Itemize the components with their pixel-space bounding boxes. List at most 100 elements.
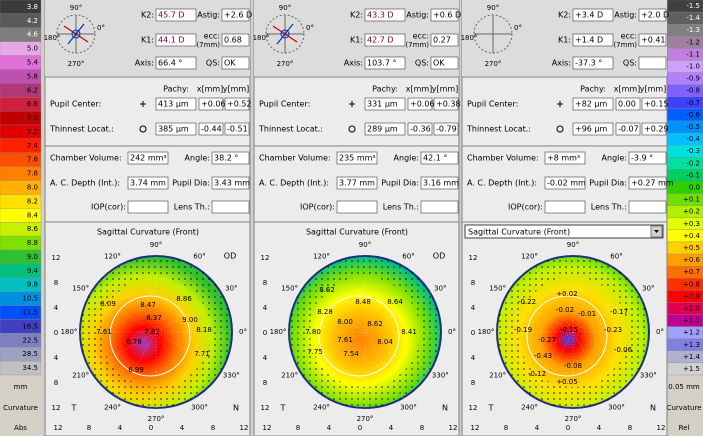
map-angle: 210°: [489, 372, 506, 380]
field: [430, 56, 459, 70]
scale-label: -0.8: [686, 87, 700, 95]
map-meridian: [299, 293, 431, 371]
field-label: Thinnest Locat.:: [258, 125, 323, 134]
field: [336, 151, 378, 165]
map-angle: 180°: [270, 328, 287, 336]
scale-label: +1.4: [683, 353, 701, 361]
map-axis-x: 0: [149, 424, 153, 432]
field: [628, 176, 667, 190]
map-axis-x: 12: [449, 424, 458, 432]
field: [572, 56, 614, 70]
map-axis-y: 12: [469, 404, 478, 412]
map-axis-x: 12: [263, 424, 272, 432]
field-value: +0.38: [436, 100, 461, 109]
pupil-ring: [526, 295, 608, 377]
field: [221, 8, 250, 22]
field-value: 3.16 mm: [423, 179, 459, 188]
field-label: ecc:: [413, 32, 429, 41]
map-value: -0.27: [538, 336, 556, 344]
map-value: -0.23: [604, 326, 622, 334]
map-value: -0.22: [518, 298, 536, 306]
field-label: IOP(cor):: [300, 203, 335, 212]
field-value: -37.3 °: [575, 59, 602, 68]
map-angle: 60°: [193, 253, 205, 261]
map-angle: 60°: [402, 253, 414, 261]
field-value: 42.7 D: [367, 36, 394, 45]
map-axis-x: 8: [87, 424, 91, 432]
field-label: Axis:: [552, 59, 571, 68]
map-value: 7.54: [343, 350, 359, 358]
map-title[interactable]: Sagittal Curvature (Front): [468, 228, 570, 237]
field-label: Pupil Dia:: [172, 179, 210, 188]
map-value: 8.00: [337, 318, 353, 326]
map-axis-y: 12: [469, 254, 478, 262]
field-label: x[mm]: [614, 85, 641, 94]
field-label: QS:: [415, 59, 429, 68]
field: [364, 122, 406, 136]
map-letter: N: [650, 404, 656, 413]
scale-mode: Curvature: [667, 404, 702, 412]
map-axis-x: 4: [389, 424, 394, 432]
field: [221, 56, 250, 70]
field: [211, 176, 250, 190]
map-value: 8.09: [100, 300, 116, 308]
scale-label: +1.0: [683, 304, 700, 312]
field: [430, 8, 459, 22]
field-label: (7mm): [613, 41, 637, 49]
scale-label: 16.5: [22, 322, 38, 330]
scale-kind: Rel: [679, 424, 690, 432]
scale-label: 8.8: [27, 239, 38, 247]
field-value: 44.1 D: [158, 36, 185, 45]
field: [155, 8, 197, 22]
scale-label: 9.0: [27, 253, 38, 261]
map-axis-y: 0: [471, 329, 475, 337]
map-axis-x: 12: [657, 424, 666, 432]
k-axis: [67, 23, 85, 45]
map-axis-x: 4: [327, 424, 332, 432]
field-value: -0.51: [227, 125, 248, 134]
map-value: 7.82: [144, 328, 160, 336]
compass-label: 180°: [461, 34, 478, 42]
panel: 90° 180° 270° 0° K2: +3.4 D Astig: +2.0 D K1: +1.…: [461, 0, 674, 436]
field-value: 66.4 °: [158, 59, 182, 68]
field: [198, 122, 224, 136]
field: [221, 33, 250, 47]
field: [638, 8, 667, 22]
field-label: K2:: [350, 11, 363, 20]
field-value: +0.27 mm: [631, 179, 674, 188]
map-value: +0.05: [556, 378, 577, 386]
thinnest-icon: [348, 125, 356, 133]
panel-top: [45, 0, 250, 76]
field: [433, 97, 459, 111]
map-dropdown[interactable]: [464, 224, 664, 239]
field-label: A. C. Depth (Int.):: [467, 179, 537, 188]
map-angle: 0°: [656, 328, 664, 336]
thinnest-icon: [139, 125, 147, 133]
scale-label: 4.6: [27, 31, 39, 39]
field-label: Pupil Center:: [467, 100, 518, 109]
map-angle: 270°: [565, 415, 582, 423]
field-label: y[mm]: [432, 85, 459, 94]
map-value: -0.08: [564, 362, 582, 370]
field-label: Chamber Volume:: [467, 154, 539, 163]
map-letter: T: [71, 404, 77, 413]
field-value: OK: [224, 59, 236, 68]
field-value: 3.74 mm: [130, 179, 166, 188]
field: [641, 122, 667, 136]
scale-label: -0.6: [686, 111, 700, 119]
field-label: ecc:: [621, 32, 637, 41]
map-axis-y: 8: [54, 279, 58, 287]
compass-label: 180°: [44, 34, 61, 42]
field: [155, 33, 197, 47]
field: [127, 151, 169, 165]
map-value: 8.64: [387, 298, 403, 306]
field-label: K1:: [350, 36, 363, 45]
pupil-ring: [318, 295, 400, 377]
field-label: Pachy:: [580, 85, 606, 94]
map-value: -0.06: [614, 346, 633, 354]
field: [407, 122, 433, 136]
field-value: +0.41: [641, 36, 666, 45]
scale-label: 5.8: [27, 72, 38, 80]
field-label: Lens Th.:: [174, 203, 210, 212]
map-letter: T: [488, 404, 494, 413]
